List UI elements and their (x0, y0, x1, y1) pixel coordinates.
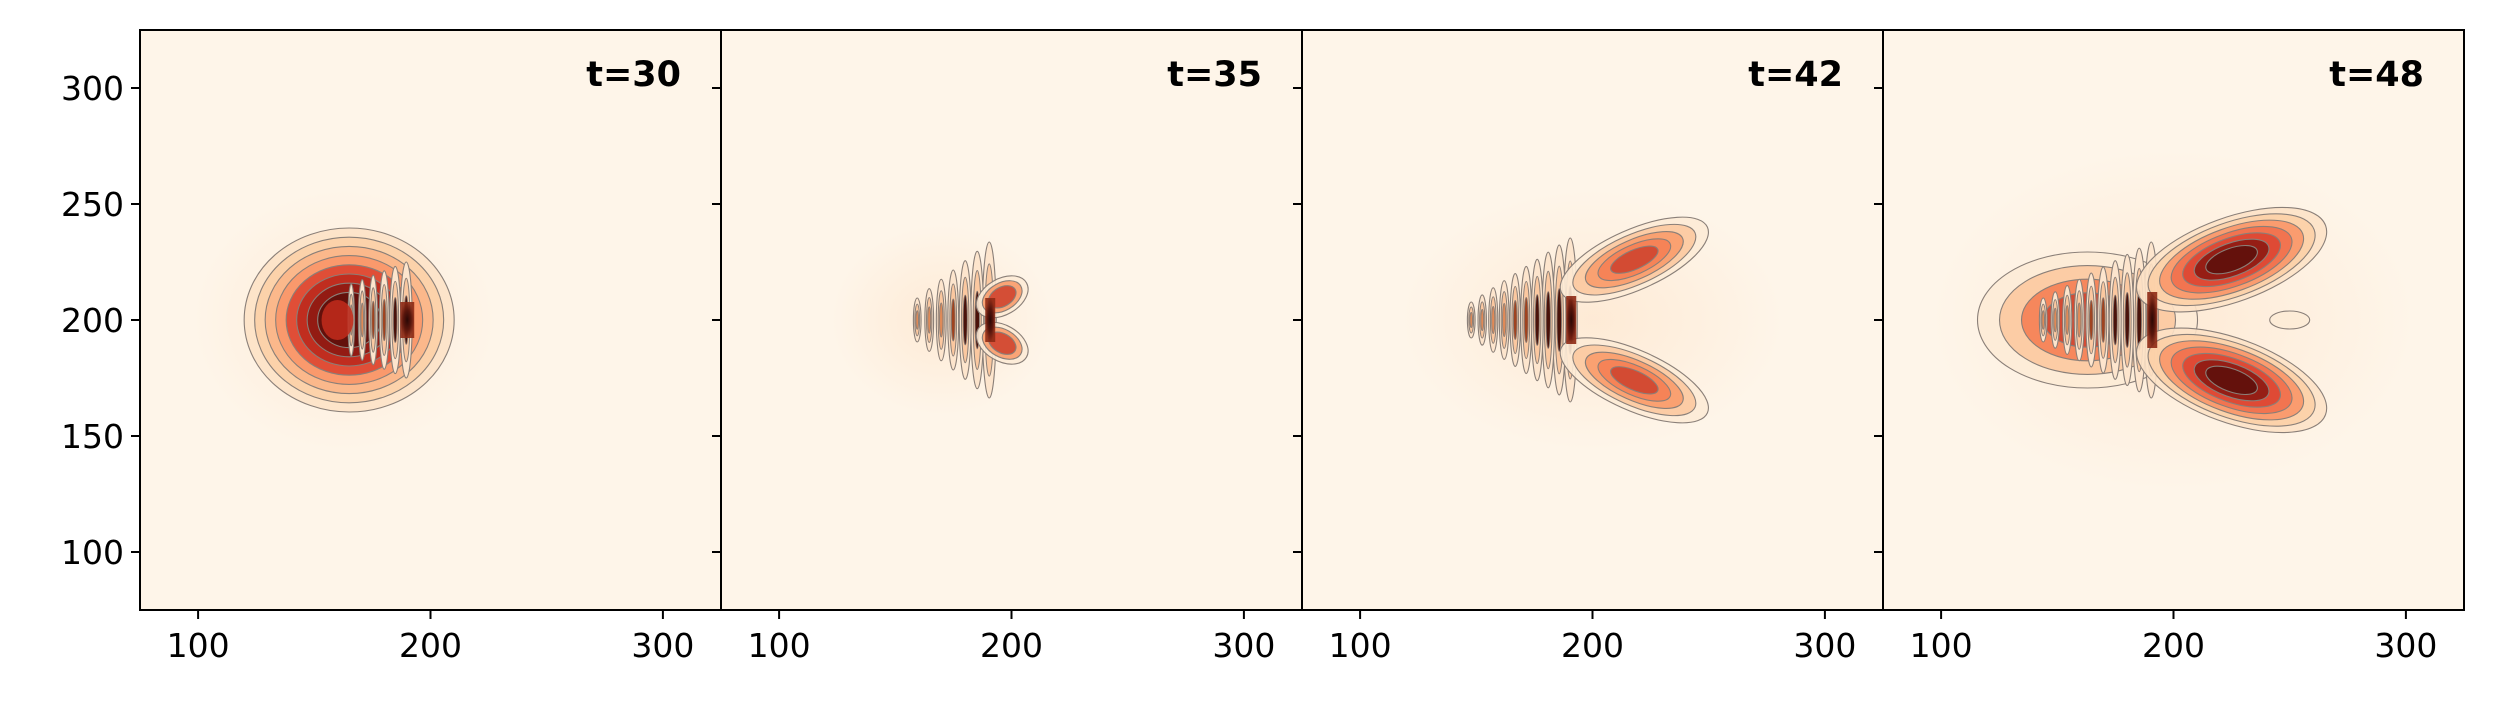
y-tick-label: 200 (61, 301, 124, 340)
x-tick-label: 200 (980, 626, 1043, 665)
lower-lobe (1559, 337, 1709, 424)
x-tick-label: 200 (2142, 626, 2205, 665)
source-core (1566, 296, 1577, 344)
source-core (400, 302, 415, 338)
backward-fringes-fringe-core (950, 298, 956, 342)
y-tick-label: 100 (61, 533, 124, 572)
backward-fringes-fringe-core (1534, 294, 1540, 346)
interior-fringes-fringe-core (371, 300, 376, 340)
x-tick-label: 300 (631, 626, 694, 665)
contour-field (1402, 190, 1783, 450)
backward-fringes-fringe-core (2041, 310, 2046, 330)
y-tick-label: 150 (61, 417, 124, 456)
backward-fringes-fringe-core (2100, 297, 2106, 343)
backward-fringes-fringe-core (1491, 306, 1496, 334)
backward-fringes-fringe-core (1556, 288, 1563, 352)
backward-fringes-fringe-core (2053, 307, 2058, 333)
upper-lobe-level (2205, 244, 2258, 275)
lower-lobe (2135, 327, 2328, 434)
backward-fringes-fringe-core (1545, 291, 1551, 349)
upper-lobe-level (1610, 245, 1659, 274)
interior-fringes-fringe-core (382, 298, 387, 342)
x-tick-label: 300 (2374, 626, 2437, 665)
panel-title: t=35 (1167, 55, 1262, 95)
source-core (985, 298, 996, 342)
small-ellipse (2269, 310, 2311, 330)
x-tick-label: 100 (1910, 626, 1973, 665)
interior-fringes-fringe-core (392, 297, 398, 343)
x-tick-label: 300 (1212, 626, 1275, 665)
x-tick-label: 100 (1329, 626, 1392, 665)
panel-title: t=42 (1748, 55, 1843, 95)
panel-4: t=48 100 200 300 (1874, 29, 2465, 665)
lower-lobe-level (1610, 366, 1659, 395)
upper-lobe (2135, 206, 2328, 313)
backward-fringes-fringe-core (1469, 311, 1474, 329)
backward-fringes-fringe-core (2124, 292, 2130, 348)
panel-title: t=30 (586, 55, 681, 95)
backward-fringes-fringe-core (2088, 299, 2094, 341)
contour-field (1933, 150, 2414, 490)
y-tick-label: 250 (61, 185, 124, 224)
backward-fringes-fringe-core (927, 306, 932, 334)
halo (1402, 190, 1783, 450)
x-tick-label: 100 (167, 626, 230, 665)
hot-spot (321, 300, 354, 340)
panel-title: t=48 (2329, 55, 2424, 95)
backward-fringes-fringe-core (1512, 300, 1518, 340)
x-tick-label: 200 (399, 626, 462, 665)
small-ellipse-level (2269, 310, 2311, 330)
backward-fringes-fringe-core (915, 310, 920, 330)
panel-1: t=30 100 200 300 (131, 29, 722, 665)
backward-fringes-fringe-core (1502, 303, 1507, 337)
x-tick-label: 300 (1793, 626, 1856, 665)
source-core (2147, 292, 2158, 348)
backward-fringes-fringe-core (962, 294, 968, 346)
upper-lobe (1559, 216, 1709, 303)
panel-3: t=42 100 200 300 (1293, 29, 1884, 665)
y-axis: 100 150 200 250 300 (61, 69, 124, 572)
backward-fringes-fringe-core (2077, 302, 2082, 338)
backward-fringes-fringe-core (1480, 309, 1485, 331)
contour-field (831, 225, 1052, 415)
backward-fringes-fringe-core (2065, 305, 2070, 335)
backward-fringes-fringe-core (2112, 294, 2118, 346)
contour-field (194, 190, 495, 450)
backward-fringes-fringe-core (939, 302, 944, 338)
interior-fringes-fringe-core (360, 302, 365, 338)
y-tick-label: 300 (61, 69, 124, 108)
lower-lobe-level (2205, 365, 2258, 396)
x-tick-label: 200 (1561, 626, 1624, 665)
x-tick-label: 100 (748, 626, 811, 665)
backward-fringes-fringe-core (1523, 297, 1529, 343)
panel-2: t=35 100 200 300 (712, 29, 1303, 665)
